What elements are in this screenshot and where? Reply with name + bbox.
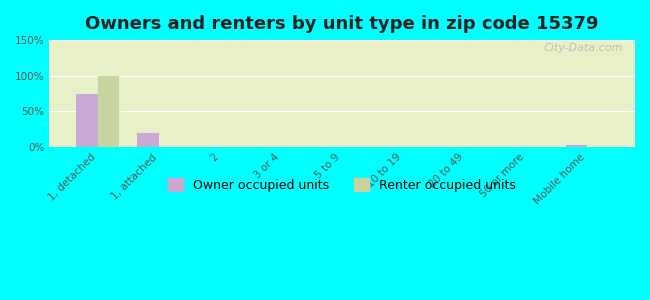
Bar <box>566 145 587 147</box>
Title: Owners and renters by unit type in zip code 15379: Owners and renters by unit type in zip c… <box>86 15 599 33</box>
Bar <box>137 133 159 147</box>
Text: City-Data.com: City-Data.com <box>544 43 623 53</box>
Legend: Owner occupied units, Renter occupied units: Owner occupied units, Renter occupied un… <box>163 173 521 196</box>
Bar <box>98 76 119 147</box>
Bar <box>76 94 98 147</box>
